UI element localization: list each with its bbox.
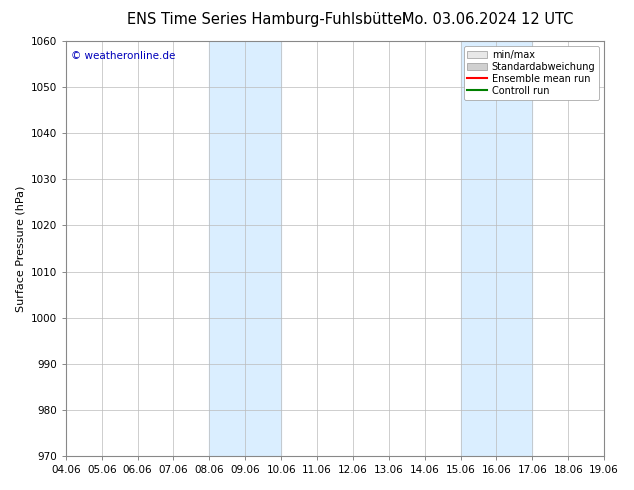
Text: © weatheronline.de: © weatheronline.de xyxy=(71,51,176,61)
Bar xyxy=(209,41,281,456)
Bar xyxy=(460,41,533,456)
Text: Mo. 03.06.2024 12 UTC: Mo. 03.06.2024 12 UTC xyxy=(403,12,574,27)
Y-axis label: Surface Pressure (hPa): Surface Pressure (hPa) xyxy=(15,185,25,312)
Legend: min/max, Standardabweichung, Ensemble mean run, Controll run: min/max, Standardabweichung, Ensemble me… xyxy=(463,46,599,99)
Text: ENS Time Series Hamburg-Fuhlsbüttel: ENS Time Series Hamburg-Fuhlsbüttel xyxy=(127,12,406,27)
